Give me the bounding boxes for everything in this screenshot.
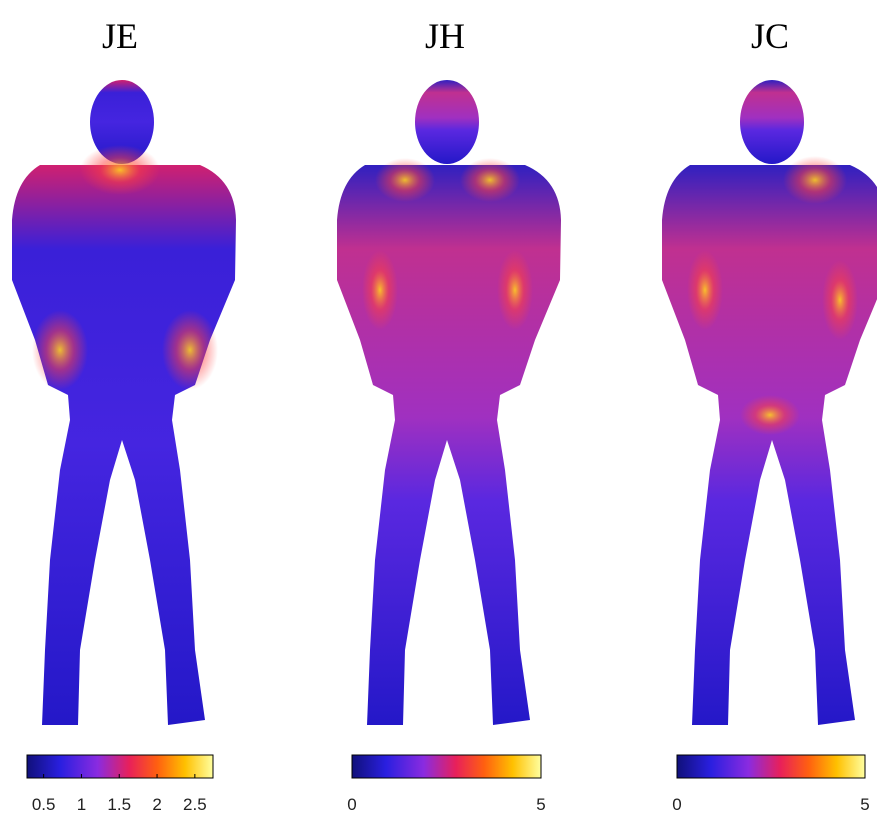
- body-jh: [337, 80, 561, 725]
- panel-title: JH: [425, 16, 465, 56]
- tick-label: 0.5: [32, 795, 56, 814]
- tick-label: 2.5: [183, 795, 207, 814]
- colorbar: [676, 754, 866, 779]
- body-jc: [662, 80, 877, 725]
- tick-label: 2: [152, 795, 161, 814]
- colorbar: [351, 754, 542, 779]
- tick-label: 5: [536, 795, 545, 814]
- tick-label: 1.5: [107, 795, 131, 814]
- tick-label: 0: [672, 795, 681, 814]
- colorbar: [26, 754, 214, 779]
- panel-title: JE: [102, 16, 138, 56]
- tick-label: 1: [77, 795, 86, 814]
- tick-label: 5: [860, 795, 869, 814]
- body-je: [12, 80, 236, 725]
- panel-title: JC: [751, 16, 789, 56]
- tick-label: 0: [347, 795, 356, 814]
